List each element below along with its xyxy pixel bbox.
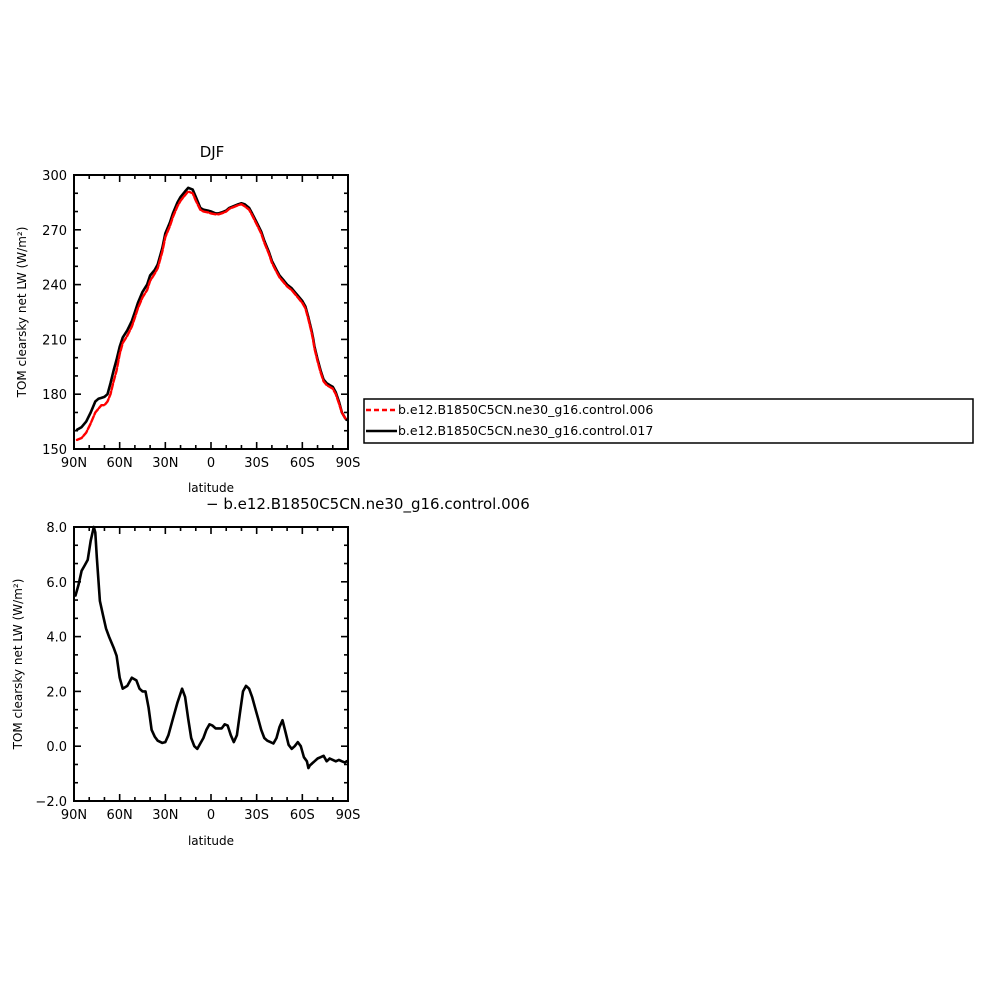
top-x-tick-label: 90N [61, 456, 87, 471]
bottom-series-lines [74, 525, 348, 770]
top-series-line-0 [75, 190, 348, 442]
bottom-y-axis: −2.0 0.0 2.0 4.0 6.0 8.0 [35, 521, 348, 810]
bottom-x-tick-label: 90S [336, 808, 361, 823]
legend-entry-017: b.e12.B1850C5CN.ne30_g16.control.017 [398, 423, 653, 438]
bottom-x-tick-label: 30S [244, 808, 269, 823]
top-y-tick-label: 240 [42, 279, 67, 294]
bottom-series-line-0 [74, 525, 348, 770]
top-y-tick-label: 180 [42, 388, 67, 403]
bottom-y-axis-label: TOM clearsky net LW (W/m²) [11, 579, 25, 751]
top-y-axis: 150 180 210 240 270 300 [42, 169, 348, 458]
bottom-x-axis-label: latitude [188, 834, 234, 848]
difference-label: − b.e12.B1850C5CN.ne30_g16.control.006 [206, 495, 530, 514]
bottom-x-tick-label: 0 [207, 808, 215, 823]
bottom-x-tick-label: 60N [107, 808, 133, 823]
top-y-tick-label: 270 [42, 224, 67, 239]
legend: b.e12.B1850C5CN.ne30_g16.control.006 b.e… [363, 398, 974, 444]
top-x-axis-label: latitude [188, 481, 234, 495]
bottom-y-tick-label: 8.0 [46, 521, 67, 536]
top-x-tick-label: 60S [290, 456, 315, 471]
top-chart-title: DJF [200, 143, 225, 161]
top-x-tick-label: 30S [244, 456, 269, 471]
top-y-tick-label: 150 [42, 443, 67, 458]
top-x-axis: 90N 60N 30N 0 30S 60S 90S [61, 175, 361, 471]
bottom-y-tick-label: −2.0 [35, 795, 67, 810]
bottom-panel: 90N 60N 30N 0 30S 60S 90S −2.00.02.04.06.08.0 … [11, 521, 360, 848]
top-y-axis-label: TOM clearsky net LW (W/m²) [15, 227, 29, 399]
top-x-tick-label: 0 [207, 456, 215, 471]
bottom-y-tick-label: 4.0 [46, 631, 67, 646]
bottom-y-tick-label: 6.0 [46, 576, 67, 591]
top-y-tick-label: 210 [42, 333, 67, 348]
top-y-tick-label: 300 [42, 169, 67, 184]
bottom-y-tick-label: 0.0 [46, 740, 67, 755]
top-x-tick-label: 30N [152, 456, 178, 471]
top-x-tick-label: 60N [107, 456, 133, 471]
bottom-x-tick-label: 60S [290, 808, 315, 823]
bottom-x-tick-label: 90N [61, 808, 87, 823]
bottom-x-tick-label: 30N [152, 808, 178, 823]
top-x-tick-label: 90S [336, 456, 361, 471]
bottom-x-axis: 90N 60N 30N 0 30S 60S 90S [61, 527, 361, 823]
bottom-y-tick-label: 2.0 [46, 685, 67, 700]
legend-box [363, 398, 974, 444]
legend-entry-006: b.e12.B1850C5CN.ne30_g16.control.006 [398, 402, 653, 417]
top-series-lines [75, 186, 348, 442]
top-panel: DJF 90N 60N 30N 0 30S 60S 90S 150 180 210 240 270 3… [15, 143, 360, 495]
